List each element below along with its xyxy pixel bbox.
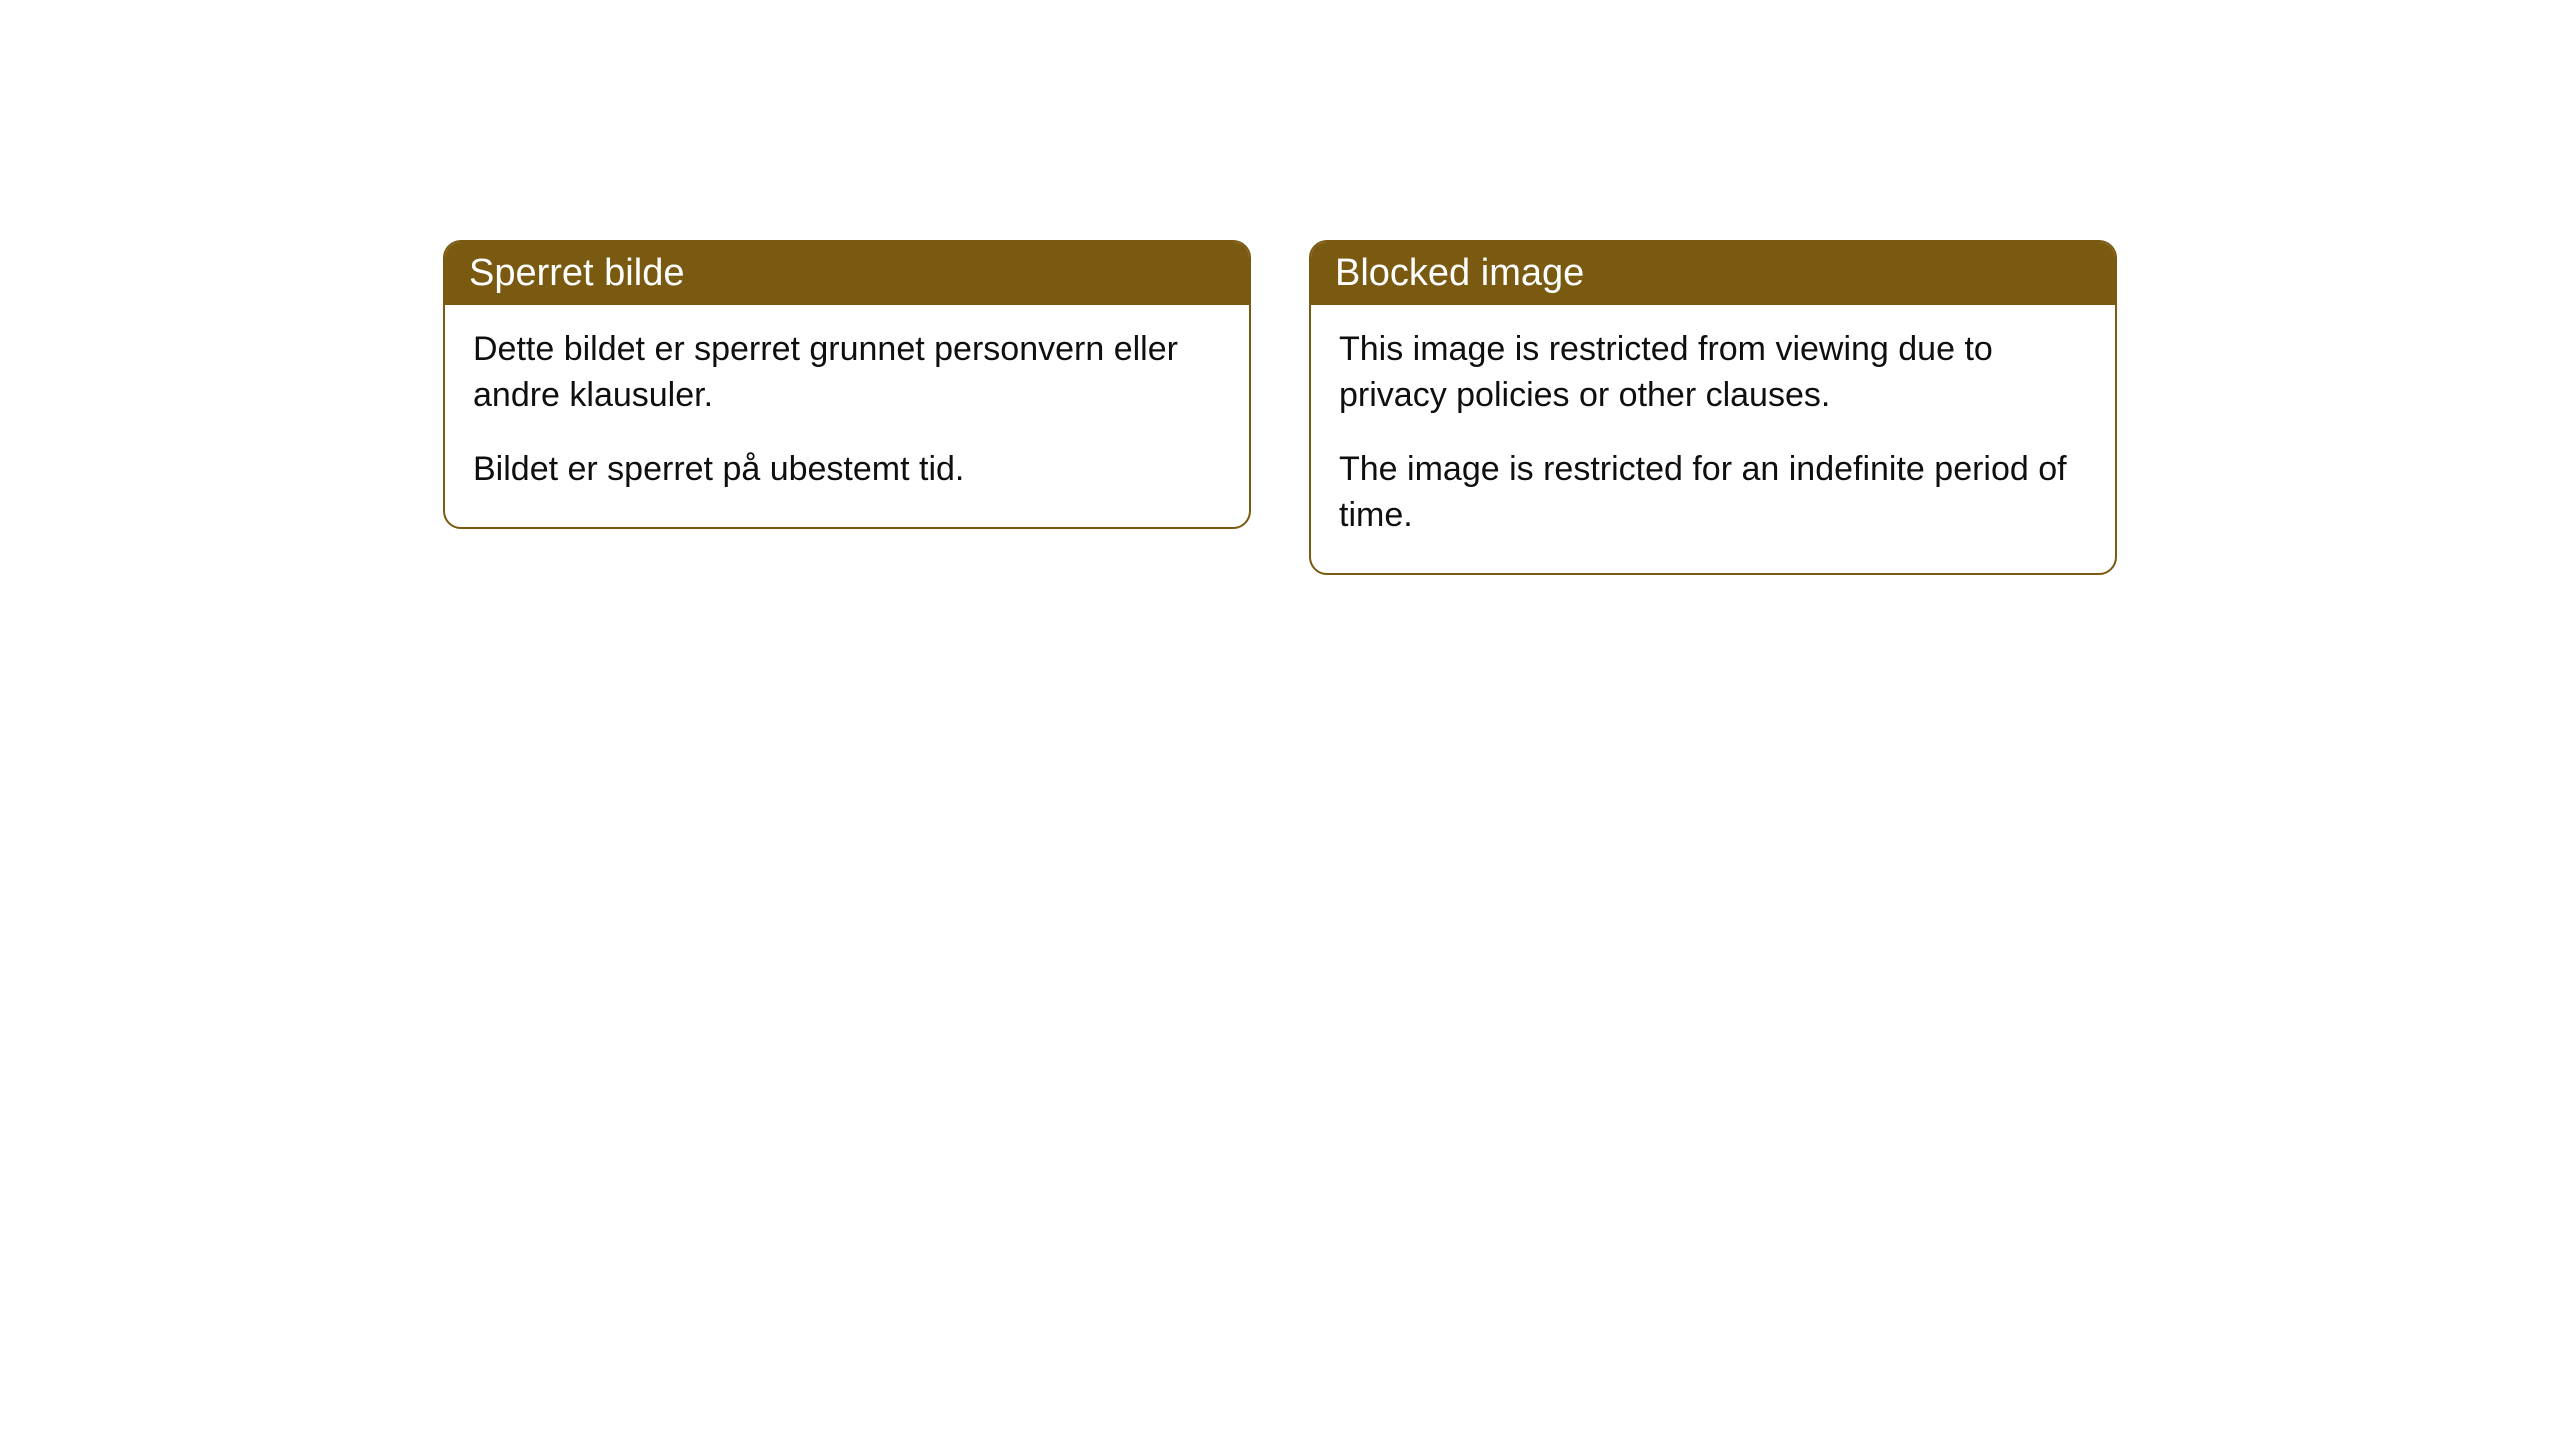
card-title-norwegian: Sperret bilde bbox=[469, 252, 684, 294]
card-header-english: Blocked image bbox=[1311, 242, 2115, 305]
card-header-norwegian: Sperret bilde bbox=[445, 242, 1249, 305]
card-body-norwegian: Dette bildet er sperret grunnet personve… bbox=[445, 305, 1249, 527]
card-text-english-2: The image is restricted for an indefinit… bbox=[1339, 447, 2087, 539]
card-title-english: Blocked image bbox=[1335, 252, 1584, 294]
card-text-english-1: This image is restricted from viewing du… bbox=[1339, 327, 2087, 419]
blocked-image-card-norwegian: Sperret bilde Dette bildet er sperret gr… bbox=[443, 240, 1251, 529]
blocked-image-card-english: Blocked image This image is restricted f… bbox=[1309, 240, 2117, 575]
card-text-norwegian-1: Dette bildet er sperret grunnet personve… bbox=[473, 327, 1221, 419]
card-body-english: This image is restricted from viewing du… bbox=[1311, 305, 2115, 573]
card-text-norwegian-2: Bildet er sperret på ubestemt tid. bbox=[473, 447, 1221, 493]
